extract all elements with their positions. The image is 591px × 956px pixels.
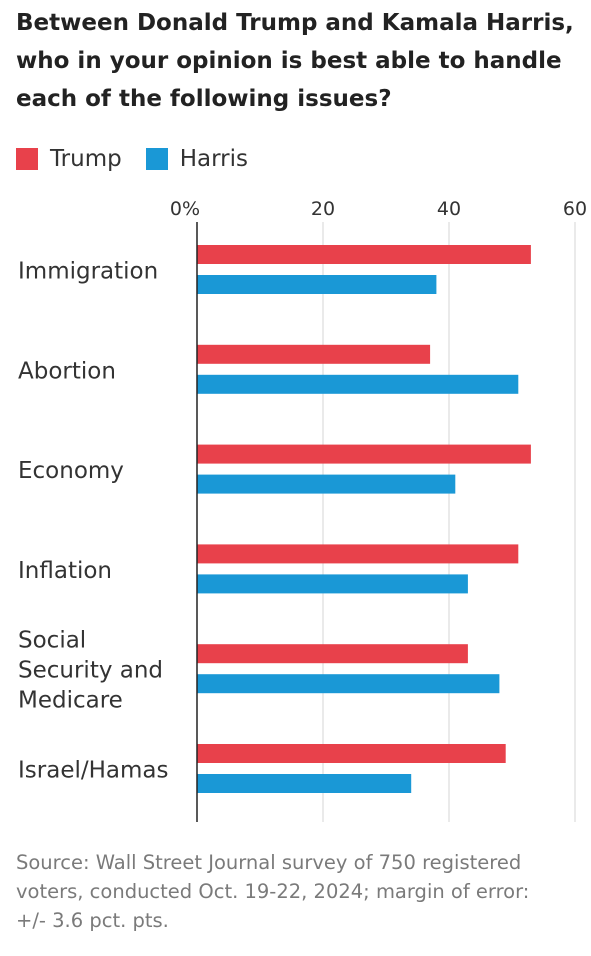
bar-harris xyxy=(197,774,412,793)
category-label: Inflation xyxy=(18,558,112,584)
bar-harris xyxy=(197,574,468,594)
chart-title: Between Donald Trump and Kamala Harris, … xyxy=(16,4,576,118)
legend-label-harris: Harris xyxy=(179,146,248,172)
bar-harris xyxy=(197,374,519,394)
legend: Trump Harris xyxy=(16,144,272,174)
category-label: Medicare xyxy=(18,688,123,714)
category-label: Immigration xyxy=(18,259,158,285)
source-line: +/- 3.6 pct. pts. xyxy=(16,909,169,932)
x-tick-label: 60 xyxy=(563,198,587,220)
bar-harris xyxy=(197,674,500,694)
bar-trump xyxy=(197,744,506,763)
x-tick-label: 20 xyxy=(311,198,335,220)
legend-label-trump: Trump xyxy=(50,146,122,172)
source-line: voters, conducted Oct. 19-22, 2024; marg… xyxy=(16,880,530,903)
title-line: Between Donald Trump and Kamala Harris, xyxy=(16,10,574,36)
bar-trump xyxy=(197,544,519,564)
legend-swatch-harris xyxy=(145,148,168,170)
category-label: Israel/Hamas xyxy=(18,758,168,784)
bar-trump xyxy=(197,245,531,264)
legend-item-trump: Trump xyxy=(16,146,122,172)
x-tick-label: 40 xyxy=(437,198,461,220)
bar-trump xyxy=(197,444,531,464)
category-label: Abortion xyxy=(18,358,116,384)
bar-trump xyxy=(197,644,468,664)
bar-harris xyxy=(197,275,437,294)
category-label: Security and xyxy=(18,658,163,684)
bar-chart: 0% 20 40 60 Immigration Abortion Economy Inflat… xyxy=(18,198,587,822)
category-label: Social xyxy=(18,628,86,654)
category-label: Economy xyxy=(18,458,124,484)
legend-item-harris: Harris xyxy=(145,146,248,172)
x-tick-label: 0% xyxy=(170,198,200,220)
title-line: who in your opinion is best able to hand… xyxy=(16,48,562,74)
bar-harris xyxy=(197,474,456,494)
bar-trump xyxy=(197,344,431,364)
source-line: Source: Wall Street Journal survey of 75… xyxy=(16,851,522,874)
source-note: Source: Wall Street Journal survey of 75… xyxy=(16,848,581,935)
title-line: each of the following issues? xyxy=(16,86,392,112)
legend-swatch-trump xyxy=(16,148,38,170)
